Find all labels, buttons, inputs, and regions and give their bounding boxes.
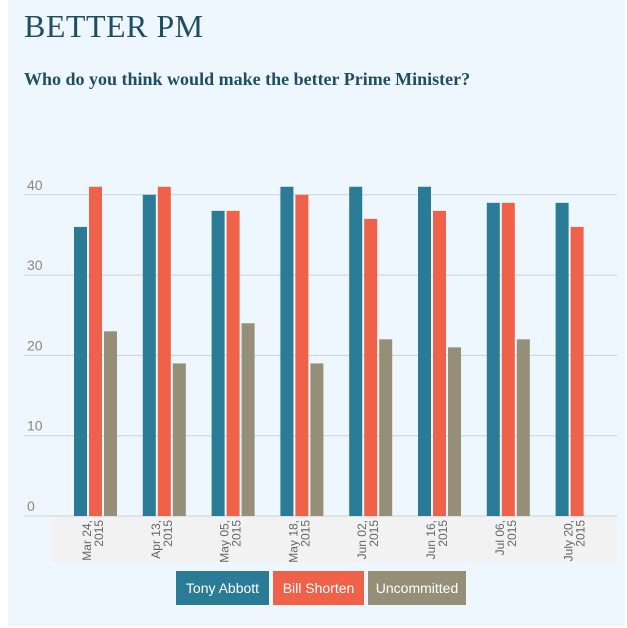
bar xyxy=(172,363,186,516)
x-tick-label: Jun 16,2015 xyxy=(424,520,450,560)
bar xyxy=(295,194,309,517)
legend-item-tony-abbott[interactable]: Tony Abbott xyxy=(176,571,269,605)
y-tick-label: 20 xyxy=(27,337,43,353)
bar xyxy=(364,218,378,516)
bar xyxy=(241,323,255,516)
x-tick-label: July 20,2015 xyxy=(562,520,588,562)
x-axis-band xyxy=(52,516,617,562)
bar xyxy=(89,186,102,516)
legend-item-uncommitted[interactable]: Uncommitted xyxy=(368,571,466,605)
y-tick-label: 40 xyxy=(27,177,43,193)
x-tick-label: May 05,2015 xyxy=(218,520,244,563)
bar xyxy=(157,186,171,516)
y-tick-label: 10 xyxy=(27,418,43,434)
y-tick-label: 30 xyxy=(27,257,43,273)
legend-item-bill-shorten[interactable]: Bill Shorten xyxy=(273,571,364,605)
bar xyxy=(310,363,324,516)
x-tick-label: Jun 02,2015 xyxy=(355,520,381,560)
bar xyxy=(280,186,294,516)
x-tick-label: May 18,2015 xyxy=(286,520,312,563)
bar xyxy=(379,339,393,516)
bar xyxy=(570,226,584,517)
bar xyxy=(104,331,117,516)
bar xyxy=(555,202,569,516)
bar xyxy=(226,210,240,517)
bar xyxy=(486,202,500,516)
bar xyxy=(418,186,431,516)
bar xyxy=(516,339,530,516)
bar xyxy=(501,202,515,516)
bar xyxy=(211,210,225,517)
bar xyxy=(448,347,461,516)
x-tick-label: Apr 13,2015 xyxy=(149,520,175,559)
bar xyxy=(349,186,363,516)
chart-legend: Tony Abbott Bill Shorten Uncommitted xyxy=(176,571,466,605)
bar xyxy=(433,210,446,517)
bar xyxy=(74,226,87,517)
chart-subtitle: Who do you think would make the better P… xyxy=(24,69,471,89)
page-title: BETTER PM xyxy=(24,8,204,44)
x-tick-label: Jul 06,2015 xyxy=(493,520,519,556)
bar xyxy=(142,194,156,517)
x-tick-label: Mar 24,2015 xyxy=(80,520,106,561)
y-tick-label: 0 xyxy=(27,498,35,514)
